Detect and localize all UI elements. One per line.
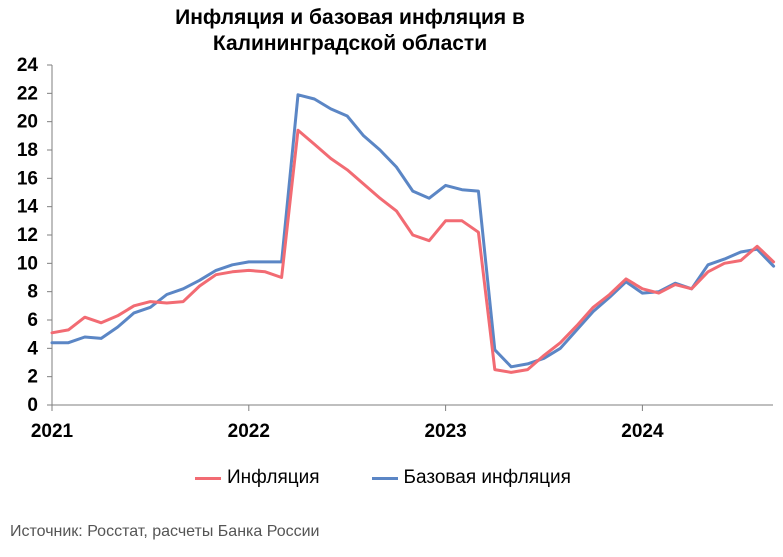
chart-title-line-2: Калининградской области (212, 32, 488, 55)
chart-title: Инфляция и базовая инфляция в Калинингра… (0, 5, 700, 57)
series-line-inflation (50, 128, 776, 374)
y-tick-label: 18 (17, 140, 38, 161)
y-tick-label: 4 (27, 338, 38, 359)
legend-swatch-core (371, 476, 398, 480)
x-tick-label: 2023 (424, 421, 466, 442)
y-tick-label: 24 (17, 55, 39, 76)
y-tick-label: 10 (17, 253, 38, 274)
x-tick-label: 2021 (31, 421, 74, 442)
y-tick-label: 20 (17, 112, 38, 133)
source-note: Источник: Росстат, расчеты Банка России (10, 523, 320, 540)
x-tick-label: 2024 (621, 421, 664, 442)
legend-label-core: Базовая инфляция (403, 467, 571, 488)
series-line-core (50, 93, 776, 369)
y-tick-label: 6 (27, 310, 38, 331)
legend: Инфляция Базовая инфляция (195, 467, 571, 489)
y-tick-label: 8 (27, 282, 38, 303)
y-tick-label: 16 (17, 168, 38, 189)
y-tick-label: 14 (17, 197, 39, 218)
y-tick-label: 22 (17, 83, 38, 104)
legend-item-core: Базовая инфляция (371, 467, 571, 489)
y-tick-label: 0 (27, 395, 38, 416)
y-tick-label: 12 (17, 225, 38, 246)
chart-title-line-1: Инфляция и базовая инфляция в (175, 6, 525, 29)
legend-item-inflation: Инфляция (195, 467, 320, 489)
legend-label-inflation: Инфляция (227, 467, 320, 488)
x-tick-label: 2022 (228, 421, 270, 442)
legend-swatch-inflation (195, 476, 221, 480)
series-layer (50, 93, 776, 374)
x-axis: 2021 2022 2023 2024 (31, 404, 773, 442)
y-tick-label: 2 (27, 367, 38, 388)
